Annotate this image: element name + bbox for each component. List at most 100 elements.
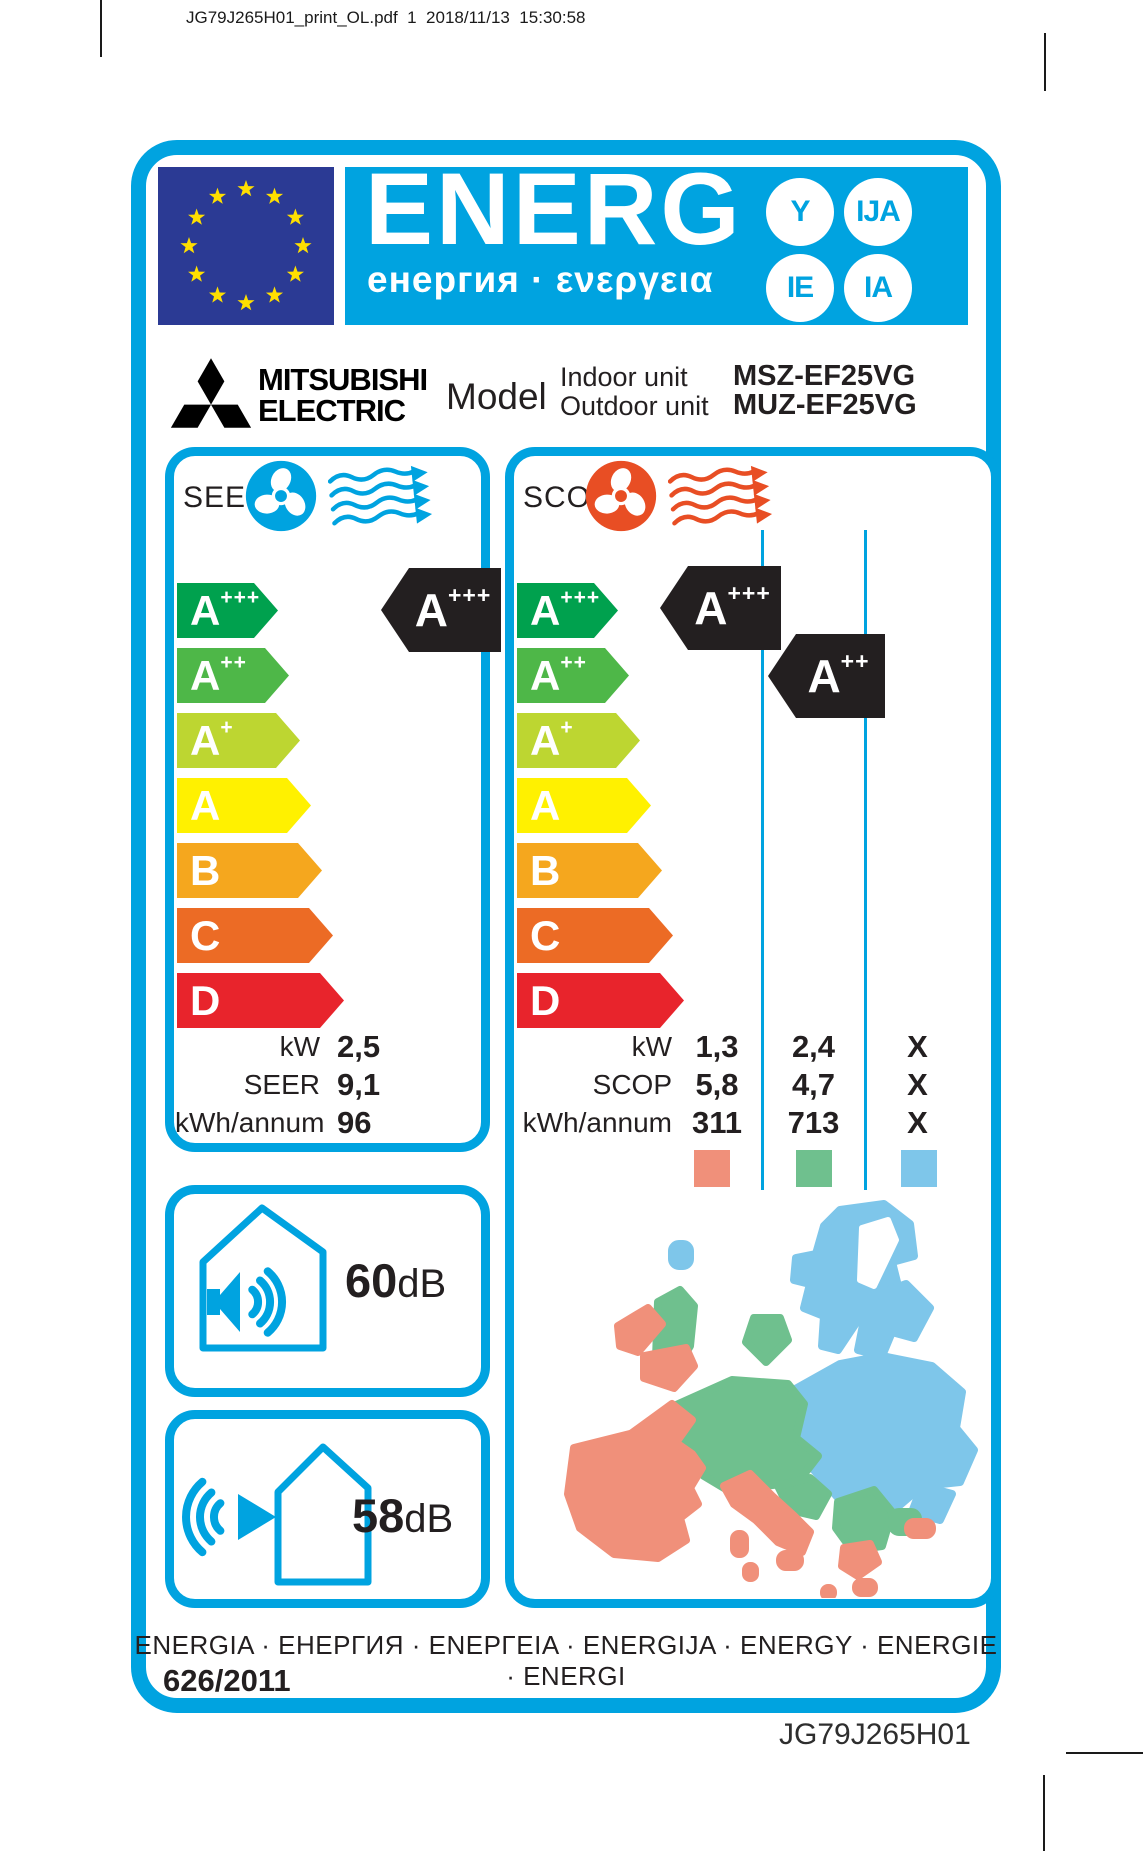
metric-value-warmer: 713 (787, 1105, 840, 1140)
rating-letter: A (807, 650, 841, 702)
scop-class-arrow: D (517, 973, 684, 1028)
scop-metric-row: kW 1,3 2,4 X (505, 1028, 970, 1066)
lang-circle-ija: IJA (844, 178, 912, 246)
scop-column-divider-1 (761, 530, 764, 1190)
energ-title: ENERG (365, 152, 743, 266)
metric-value: 2,5 (337, 1029, 381, 1064)
lang-circle-ie: IE (766, 254, 834, 322)
db-unit: dB (397, 1262, 447, 1306)
class-letter: A (530, 586, 561, 634)
metric-label: SCOP (592, 1069, 672, 1100)
metric-value-colder: X (907, 1067, 928, 1102)
cooling-fan-icon (245, 460, 317, 532)
crop-mark-bottom-right-v (1043, 1775, 1045, 1851)
energ-subtitle: енергия · ενεργεια (367, 259, 714, 300)
seer-class-arrow: A + (177, 713, 300, 768)
class-letter: A (190, 781, 221, 829)
brand-name: MITSUBISHI ELECTRIC (258, 362, 428, 428)
lang-circle-ia: IA (844, 254, 912, 322)
mitsubishi-logo-icon (170, 358, 252, 428)
db-unit: dB (404, 1497, 454, 1541)
metric-label: kWh/annum (522, 1107, 672, 1138)
unit-labels: Indoor unit Outdoor unit (560, 363, 709, 421)
class-plus: + (220, 716, 234, 739)
class-letter: A (530, 651, 561, 699)
indoor-noise-value: 60dB (345, 1253, 446, 1308)
metric-value-average: 311 (691, 1105, 742, 1140)
crop-mark-top-right (1044, 33, 1046, 91)
crop-mark-top-left (100, 0, 102, 57)
class-plus: +++ (560, 586, 601, 609)
brand-line1: MITSUBISHI (258, 362, 428, 397)
crop-mark-bottom-right-h (1066, 1752, 1143, 1754)
outdoor-unit-value: MUZ-EF25VG (733, 389, 917, 421)
indoor-unit-value: MSZ-EF25VG (733, 360, 916, 392)
rating-plus: ++ (840, 647, 870, 674)
outdoor-unit-label: Outdoor unit (560, 391, 709, 421)
metric-value-warmer: 4,7 (791, 1067, 836, 1102)
metric-value-colder: X (907, 1029, 928, 1064)
brand-line2: ELECTRIC (258, 393, 406, 428)
model-label: Model (446, 376, 547, 417)
seer-metric-row: kW 2,5 (175, 1028, 381, 1066)
pdf-print-header: JG79J265H01_print_OL.pdf 1 2018/11/13 15… (186, 8, 586, 27)
energ-banner: ENERG енергия · ενεργεια Y IJA IE IA (345, 152, 968, 325)
rating-plus: +++ (727, 579, 771, 606)
legend-square-warmer-zone (694, 1150, 730, 1187)
indoor-noise-icon (199, 1204, 327, 1352)
seer-class-arrow: B (177, 843, 322, 898)
class-letter: D (530, 976, 561, 1024)
outdoor-noise-icon (182, 1443, 372, 1586)
regulation-number: 626/2011 (163, 1663, 291, 1698)
scop-column-divider-2 (864, 530, 867, 1190)
seer-class-arrow: D (177, 973, 344, 1028)
seer-class-arrow: A ++ (177, 648, 289, 703)
class-letter: D (190, 976, 221, 1024)
scop-class-arrow: B (517, 843, 662, 898)
db-number: 58 (352, 1489, 405, 1542)
metric-value-average: 5,8 (695, 1067, 739, 1102)
metric-label: kW (279, 1031, 320, 1062)
metric-label: kWh/annum (175, 1107, 325, 1138)
seer-class-arrow: A (177, 778, 311, 833)
class-plus: ++ (560, 651, 587, 674)
class-letter: A (530, 781, 561, 829)
indoor-unit-label: Indoor unit (560, 362, 688, 392)
class-plus: + (560, 716, 574, 739)
class-letter: A (190, 716, 221, 764)
metric-label: SEER (243, 1069, 320, 1100)
energy-words-line: ENERGIA · ЕНЕРГИЯ · ΕΝΕΡΓΕΙΑ · ENERGIJA … (134, 1630, 998, 1691)
cool-airflow-icon (328, 465, 433, 526)
scop-class-arrow: A (517, 778, 651, 833)
scop-metric-row: SCOP 5,8 4,7 X (505, 1066, 970, 1104)
lang-circle-y: Y (766, 178, 834, 246)
legend-square-colder-zone (901, 1150, 937, 1187)
scop-class-arrow: A ++ (517, 648, 629, 703)
class-letter: A (190, 651, 221, 699)
seer-metric-row: kWh/annum 96 (175, 1104, 371, 1142)
metric-value: 96 (337, 1105, 372, 1140)
class-plus: ++ (220, 651, 247, 674)
heating-fan-icon (585, 460, 657, 532)
class-letter: B (530, 846, 561, 894)
class-letter: A (530, 716, 561, 764)
metric-label: kW (631, 1031, 672, 1062)
scop-class-arrow: C (517, 908, 673, 963)
scop-rating-arrow-warmer: A ++ (768, 634, 885, 718)
unit-values: MSZ-EF25VG MUZ-EF25VG (733, 362, 917, 420)
class-letter: B (190, 846, 221, 894)
scop-rating-arrow-average: A +++ (660, 566, 781, 650)
warm-airflow-icon (668, 465, 773, 526)
scop-class-arrow: A +++ (517, 583, 618, 638)
document-number: JG79J265H01 (779, 1718, 971, 1751)
class-letter: A (190, 586, 221, 634)
seer-class-arrow: A +++ (177, 583, 278, 638)
outdoor-noise-value: 58dB (352, 1488, 453, 1543)
rating-letter: A (414, 584, 448, 636)
legend-square-average-zone (796, 1150, 832, 1187)
seer-rating-arrow: A +++ (381, 568, 501, 652)
seer-metric-row: SEER 9,1 (175, 1066, 380, 1104)
metric-value-warmer: 2,4 (791, 1029, 836, 1064)
scop-metric-row: kWh/annum 311 713 X (505, 1104, 970, 1142)
